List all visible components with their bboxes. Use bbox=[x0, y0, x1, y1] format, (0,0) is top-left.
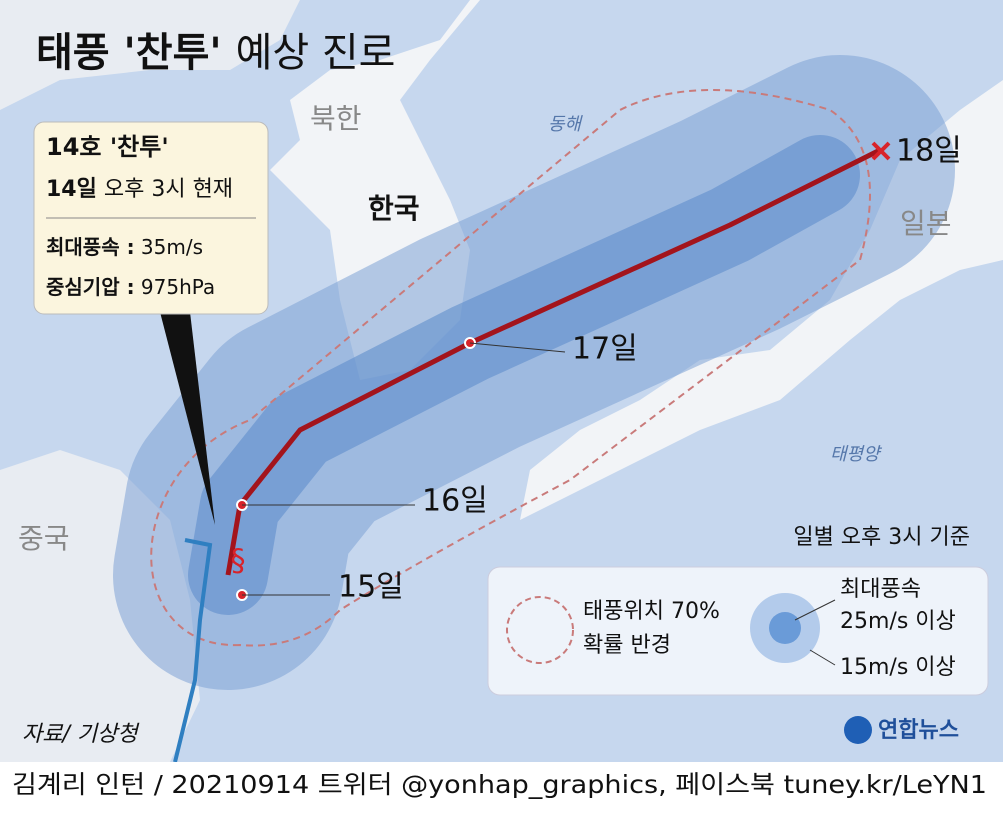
day-label: 17일 bbox=[572, 332, 638, 367]
end-mark bbox=[871, 141, 891, 161]
leader bbox=[794, 599, 836, 621]
region-label: 일본 bbox=[900, 207, 952, 240]
china-north-land bbox=[0, 0, 300, 110]
past-track bbox=[173, 538, 213, 763]
region-label: 태평양 bbox=[830, 444, 883, 465]
time: 14일 오후 3시 현재 bbox=[46, 177, 233, 202]
day-label: 18일 bbox=[896, 134, 962, 169]
typhoon-name: 14호 '찬투' bbox=[46, 133, 169, 161]
legend-wind-25 bbox=[769, 612, 801, 644]
wind: 최대풍속 : 35m/s bbox=[46, 235, 203, 259]
legend-text: 15m/s 이상 bbox=[840, 655, 956, 680]
pressure: 중심기압 : 975hPa bbox=[46, 275, 215, 299]
day-label: 16일 bbox=[422, 484, 488, 519]
leader bbox=[809, 649, 836, 666]
region-label: 북한 bbox=[310, 102, 362, 135]
region-label: 중국 bbox=[18, 522, 70, 555]
legend-note: 일별 오후 3시 기준 bbox=[793, 525, 970, 550]
legend-radius-icon bbox=[506, 596, 574, 664]
legend-text: 확률 반경 bbox=[583, 633, 671, 658]
legend-text: 최대풍속 bbox=[840, 577, 921, 602]
probability-radius bbox=[150, 89, 871, 647]
japan-land bbox=[520, 80, 1003, 520]
leader bbox=[469, 342, 566, 353]
typhoon-icon: § bbox=[231, 544, 246, 579]
pointer bbox=[160, 312, 215, 525]
forecast-track bbox=[225, 147, 882, 576]
footer: 김계리 인턴 / 20210914 트위터 @yonhap_graphics, … bbox=[12, 770, 987, 799]
legend-text: 태풍위치 70% bbox=[583, 599, 720, 624]
region-label: 한국 bbox=[368, 192, 420, 225]
region-label: 동해 bbox=[548, 114, 584, 135]
logo-icon bbox=[844, 716, 872, 744]
logo: 연합뉴스 bbox=[878, 717, 959, 743]
day-label: 15일 bbox=[338, 570, 404, 605]
source: 자료/ 기상청 bbox=[22, 722, 140, 747]
title: 태풍 '찬투' 예상 진로 bbox=[36, 30, 395, 76]
legend-text: 25m/s 이상 bbox=[840, 609, 956, 634]
legend-box bbox=[487, 566, 989, 696]
footer-band bbox=[0, 762, 1003, 810]
